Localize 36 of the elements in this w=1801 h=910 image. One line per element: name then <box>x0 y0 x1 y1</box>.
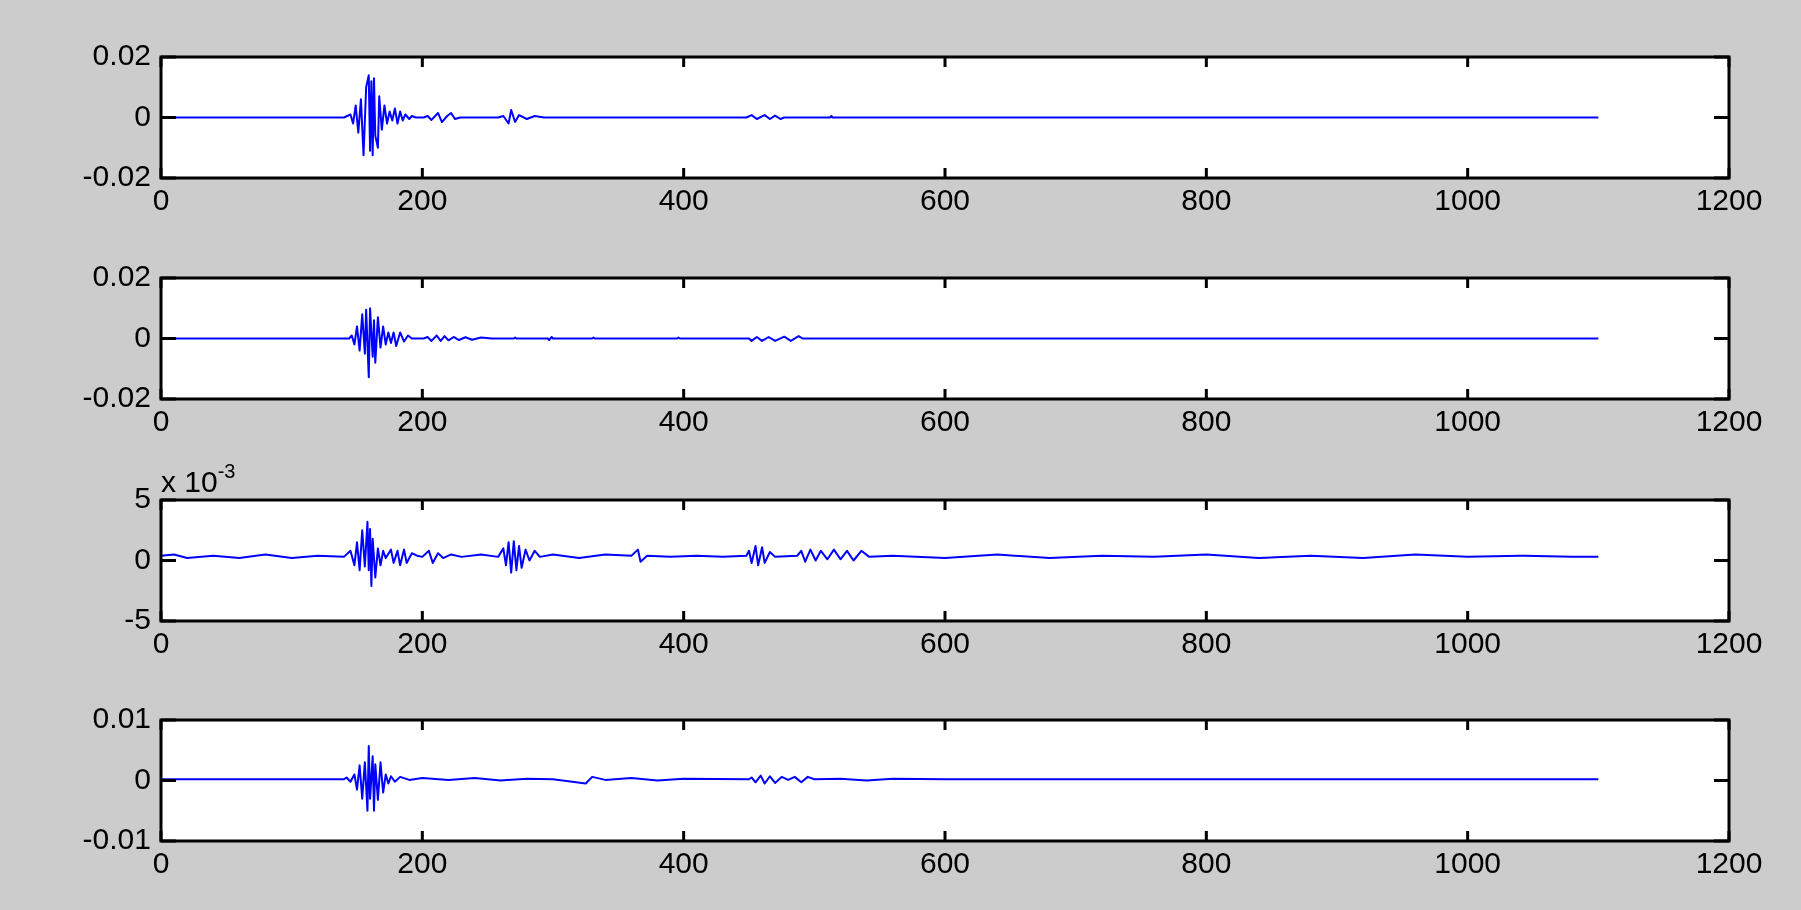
x-tick-label: 1000 <box>1434 626 1502 660</box>
y-tick-label: 0 <box>134 761 151 795</box>
x-tick-label: 1000 <box>1434 183 1502 217</box>
y-tick-label: 0 <box>134 319 151 353</box>
y-tick-label: -0.02 <box>82 159 151 193</box>
x-tick-label: 800 <box>1181 183 1232 217</box>
y-tick-label: -5 <box>124 602 151 636</box>
y-tick-label: 0.01 <box>92 701 151 735</box>
x-tick-label: 400 <box>658 183 709 217</box>
x-tick-label: 1200 <box>1695 626 1763 660</box>
y-tick-label: 0.02 <box>92 259 151 293</box>
x-tick-label: 600 <box>919 846 971 880</box>
y-tick-label: -0.02 <box>82 380 151 414</box>
y-tick-label: 5 <box>134 481 151 515</box>
x-tick-label: 400 <box>658 404 709 438</box>
x-tick-label: 200 <box>397 183 448 217</box>
x-tick-label: 600 <box>919 404 971 438</box>
x-tick-label: 800 <box>1181 404 1232 438</box>
y-tick-label: -0.01 <box>82 822 151 856</box>
x-tick-label: 800 <box>1181 626 1232 660</box>
x-tick-label: 1200 <box>1695 846 1763 880</box>
x-tick-label: 1200 <box>1695 404 1763 438</box>
x-tick-label: 200 <box>397 626 448 660</box>
x-tick-label: 400 <box>658 626 709 660</box>
y-tick-label: 0 <box>134 98 151 132</box>
x-tick-label: 200 <box>397 404 448 438</box>
y-tick-label: 0 <box>134 541 151 575</box>
x-tick-label: 200 <box>397 846 448 880</box>
x-tick-label: 600 <box>919 183 971 217</box>
x-tick-label: 1200 <box>1695 183 1763 217</box>
x-tick-label: 400 <box>658 846 709 880</box>
y-tick-label: 0.02 <box>92 38 151 72</box>
x-tick-label: 1000 <box>1434 846 1502 880</box>
x-tick-label: 600 <box>919 626 971 660</box>
x-tick-label: 1000 <box>1434 404 1502 438</box>
x-tick-label: 800 <box>1181 846 1232 880</box>
